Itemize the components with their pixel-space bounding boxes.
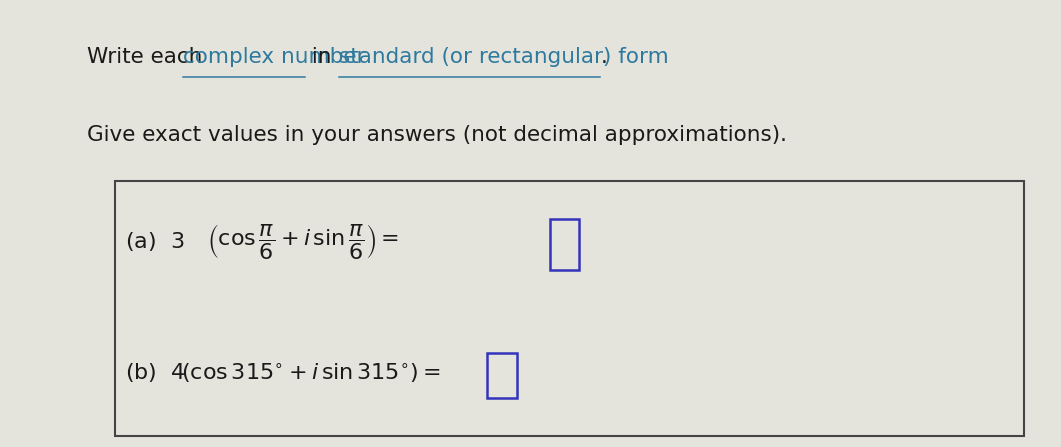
Text: .: . [601, 47, 607, 67]
Text: in: in [305, 47, 337, 67]
Text: (b)  $4\!\left(\cos315^{\circ} + i\,\sin315^{\circ}\right) =$: (b) $4\!\left(\cos315^{\circ} + i\,\sin3… [125, 361, 441, 385]
Text: Give exact values in your answers (not decimal approximations).: Give exact values in your answers (not d… [87, 125, 787, 145]
Text: $\left(\cos\dfrac{\pi}{6} + i\,\sin\dfrac{\pi}{6}\right) =$: $\left(\cos\dfrac{\pi}{6} + i\,\sin\dfra… [207, 222, 399, 261]
Text: standard (or rectangular) form: standard (or rectangular) form [340, 47, 669, 67]
Text: Write each: Write each [87, 47, 209, 67]
Text: (a)  $3$: (a) $3$ [125, 230, 185, 253]
Text: complex number: complex number [182, 47, 365, 67]
